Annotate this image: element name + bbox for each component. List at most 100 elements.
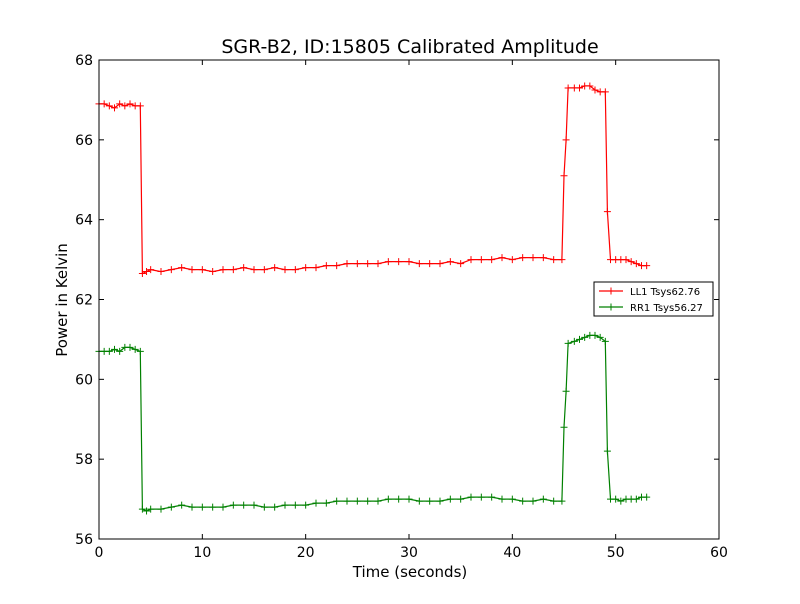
legend-marker (607, 287, 615, 295)
data-point (596, 333, 604, 341)
data-point (219, 503, 227, 511)
legend-marker (607, 303, 615, 311)
data-point (157, 268, 165, 276)
data-point (157, 505, 165, 513)
data-point (436, 260, 444, 268)
data-point (446, 495, 454, 503)
data-point (477, 493, 485, 501)
data-point (643, 262, 651, 270)
data-point (126, 343, 134, 351)
y-tick-label: 58 (75, 452, 93, 468)
data-point (558, 497, 566, 505)
data-point (550, 497, 558, 505)
data-point (322, 499, 330, 507)
data-point (562, 136, 570, 144)
data-point (121, 102, 129, 110)
data-point (617, 497, 625, 505)
data-point (519, 497, 527, 505)
data-point (260, 266, 268, 274)
axes: 0 10 20 30 40 50 60 56 58 60 62 64 66 68 (75, 53, 728, 561)
data-point (302, 501, 310, 509)
data-point (558, 256, 566, 264)
data-point (446, 258, 454, 266)
data-point (457, 495, 465, 503)
data-point (229, 501, 237, 509)
data-point (591, 86, 599, 94)
y-tick-label: 68 (75, 53, 93, 69)
data-point (291, 266, 299, 274)
data-point (240, 264, 248, 272)
data-point (570, 337, 578, 345)
data-point (178, 501, 186, 509)
data-point (591, 331, 599, 339)
legend-label: RR1 Tsys56.27 (630, 303, 703, 314)
data-point (178, 264, 186, 272)
x-tick-label: 40 (503, 545, 521, 561)
data-point (601, 88, 609, 96)
data-point (198, 266, 206, 274)
data-point (498, 254, 506, 262)
data-point (100, 100, 108, 108)
data-point (564, 84, 572, 92)
data-point (136, 102, 144, 110)
data-point (488, 256, 496, 264)
data-point (395, 258, 403, 266)
data-point (111, 104, 118, 112)
data-point (519, 254, 527, 262)
data-point (209, 268, 217, 276)
data-point (529, 254, 537, 262)
data-point (508, 495, 516, 503)
data-point (560, 172, 568, 180)
data-point (333, 497, 341, 505)
data-point (612, 495, 620, 503)
x-tick-label: 30 (400, 545, 418, 561)
data-point (426, 497, 434, 505)
data-point (508, 256, 516, 264)
data-point (550, 256, 558, 264)
data-point (105, 347, 113, 355)
data-point (312, 499, 320, 507)
data-point (147, 266, 155, 274)
data-point (116, 100, 124, 108)
data-point (105, 102, 113, 110)
data-point (374, 260, 382, 268)
data-point (229, 266, 237, 274)
x-tick-label: 50 (607, 545, 625, 561)
data-point (529, 497, 537, 505)
data-point (188, 503, 196, 511)
data-point (436, 497, 444, 505)
data-point (126, 100, 134, 108)
data-point (632, 260, 640, 268)
data-point (364, 497, 372, 505)
data-point (384, 258, 392, 266)
legend-label: LL1 Tsys62.76 (630, 287, 700, 298)
data-point (601, 337, 609, 345)
data-point (405, 495, 413, 503)
y-tick-label: 66 (75, 133, 93, 149)
data-point (643, 493, 651, 501)
data-point (560, 423, 568, 431)
y-axis-label: Power in Kelvin (53, 243, 71, 357)
legend-box (593, 281, 714, 317)
series-0 (95, 82, 651, 278)
data-point (143, 268, 151, 276)
data-point (291, 501, 299, 509)
data-point (353, 497, 361, 505)
data-point (281, 266, 289, 274)
data-point (250, 266, 258, 274)
data-point (415, 260, 423, 268)
data-point (395, 495, 403, 503)
data-point (405, 258, 413, 266)
x-tick-label: 10 (193, 545, 211, 561)
y-tick-label: 64 (75, 213, 93, 229)
data-point (271, 264, 279, 272)
data-point (622, 256, 630, 264)
x-tick-label: 0 (95, 545, 104, 561)
data-point (498, 495, 506, 503)
data-point (586, 82, 594, 90)
data-point (632, 495, 640, 503)
data-point (167, 503, 175, 511)
data-point (260, 503, 268, 511)
x-axis-label: Time (seconds) (352, 563, 468, 581)
data-point (167, 266, 175, 274)
